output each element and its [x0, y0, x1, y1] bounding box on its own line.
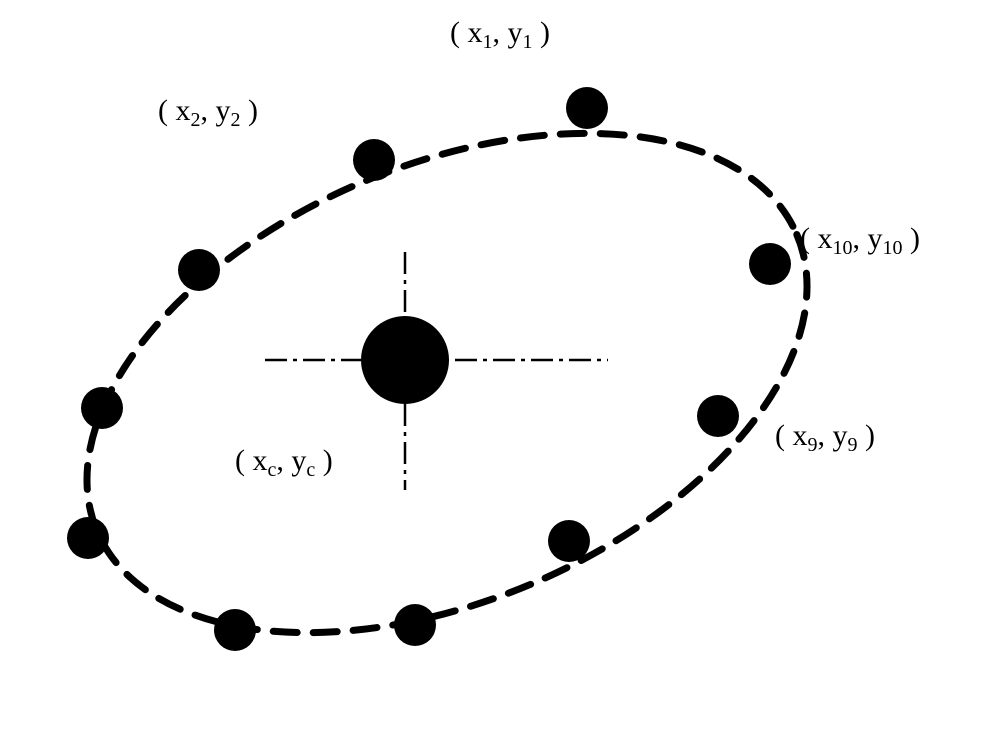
perimeter-point-10: [749, 243, 791, 285]
perimeter-point-7: [394, 604, 436, 646]
point-label-2: ( x10, y10 ): [800, 222, 920, 259]
perimeter-point-8: [548, 520, 590, 562]
perimeter-point-3: [178, 249, 220, 291]
perimeter-point-4: [81, 387, 123, 429]
point-label-3: ( x9, y9 ): [775, 419, 875, 456]
point-label-0: ( x1, y1 ): [450, 16, 550, 53]
perimeter-point-2: [353, 139, 395, 181]
perimeter-point-1: [566, 87, 608, 129]
center-point: [361, 316, 449, 404]
ellipse-diagram: ( xc, yc ) ( x1, y1 ) ( x2, y2 ) ( x10, y10…: [0, 0, 1000, 731]
perimeter-point-5: [67, 517, 109, 559]
ellipse-path: [12, 34, 882, 731]
perimeter-point-6: [214, 609, 256, 651]
center-label: ( xc, yc ): [235, 444, 333, 481]
perimeter-point-9: [697, 395, 739, 437]
point-label-1: ( x2, y2 ): [158, 94, 258, 131]
